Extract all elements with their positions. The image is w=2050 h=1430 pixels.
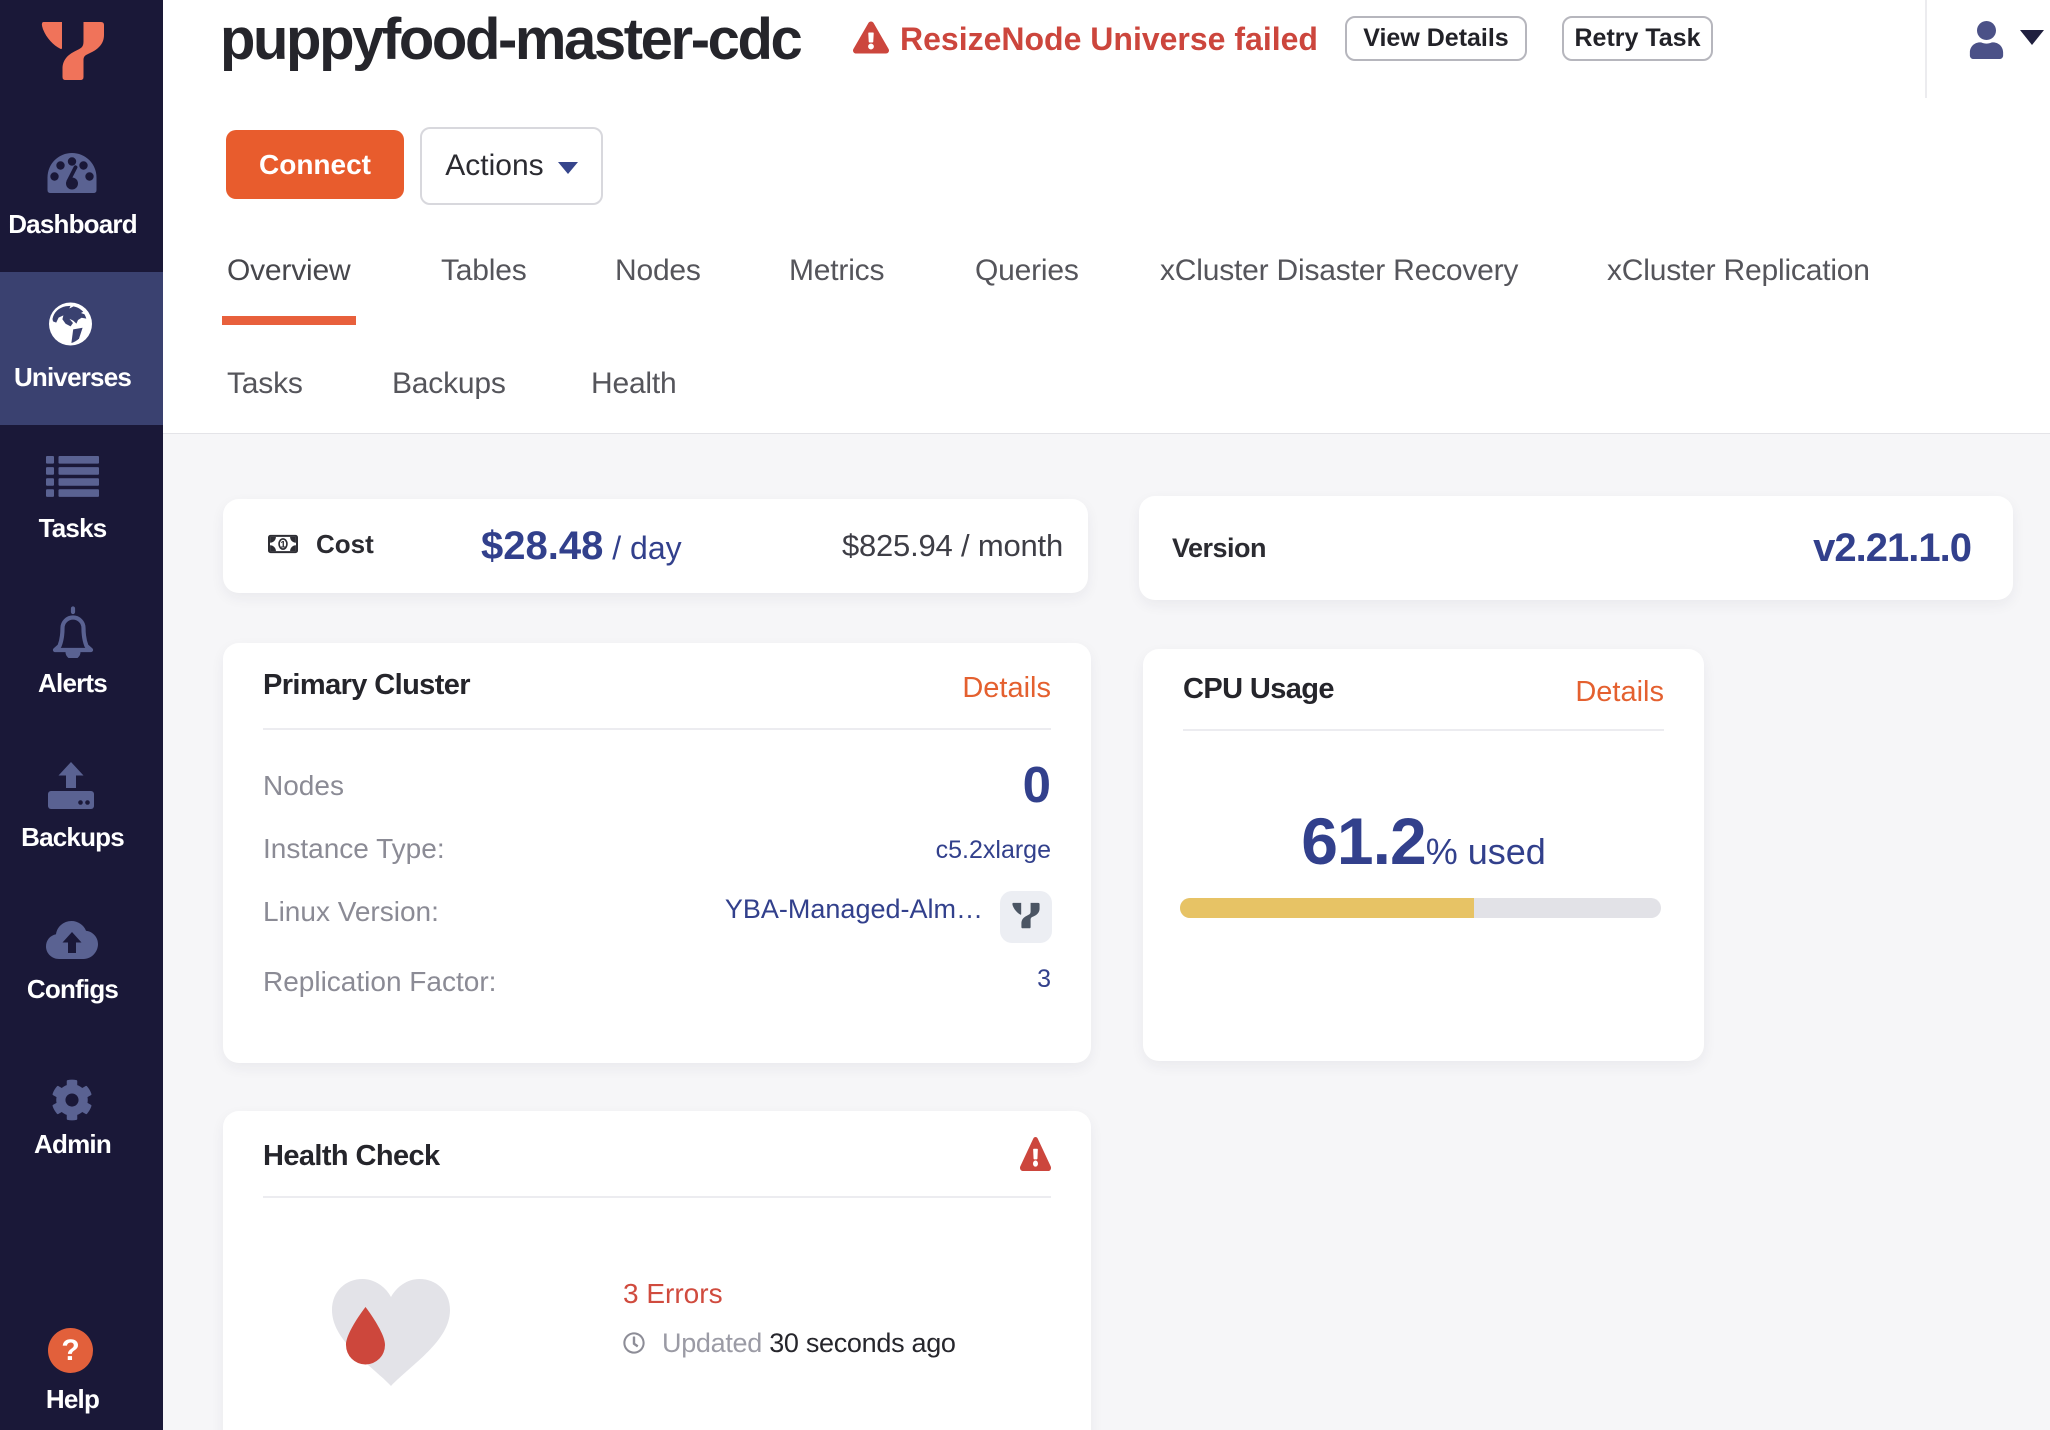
svg-text:1: 1: [280, 540, 286, 551]
